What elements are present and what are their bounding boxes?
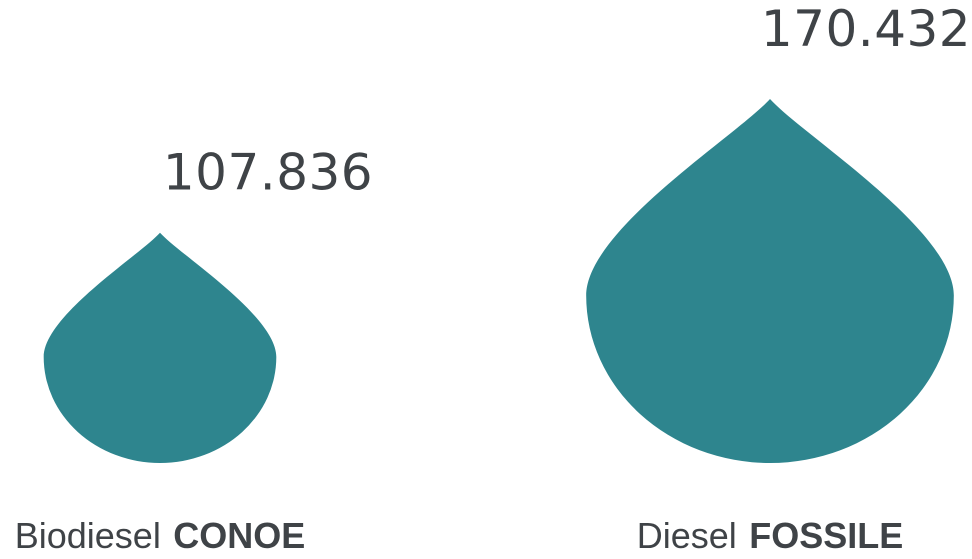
category-label-bold-conoe: CONOE [173,515,305,556]
category-label-diesel-fossile: Diesel FOSSILE [637,515,904,556]
drop-mark-diesel-fossile [586,99,954,463]
category-label-biodiesel-conoe: Biodiesel CONOE [15,515,306,556]
value-label-biodiesel-conoe: 107.836 [163,144,373,202]
category-label-light-diesel: Diesel [637,515,737,556]
drop-group-1: 107.836 Biodiesel CONOE [15,144,373,556]
category-label-bold-fossile: FOSSILE [749,515,903,556]
drop-group-2: 170.432 Diesel FOSSILE [586,0,971,556]
category-label-light-biodiesel: Biodiesel [15,515,161,556]
drop-mark-biodiesel-conoe [43,232,277,463]
value-label-diesel-fossile: 170.432 [761,0,971,58]
